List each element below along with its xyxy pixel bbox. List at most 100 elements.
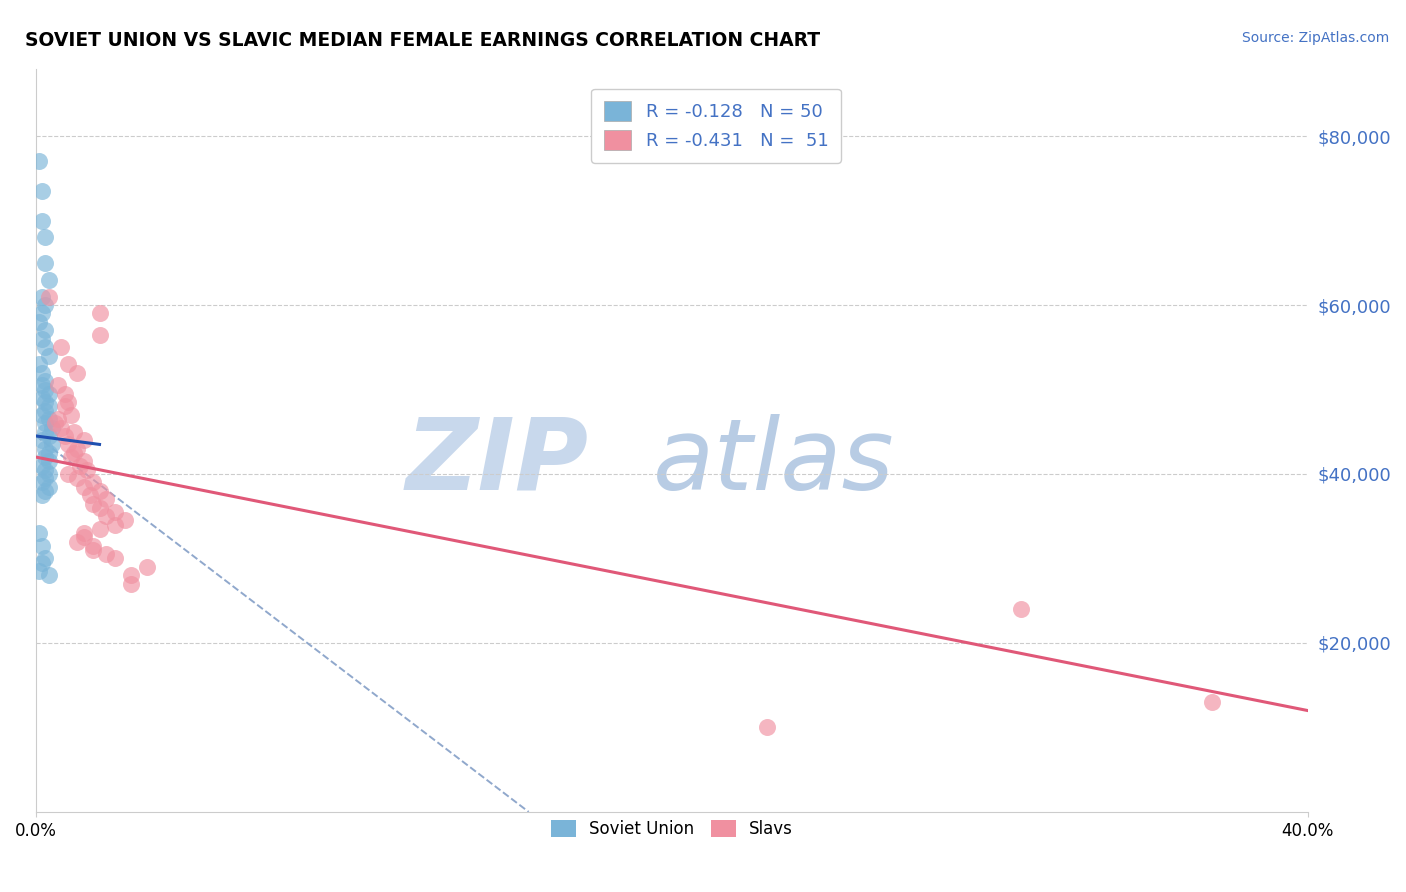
Point [72, 454, 94, 468]
Point [76, 463, 98, 477]
Point [34, 450, 56, 464]
Point [59, 408, 82, 422]
Point [104, 505, 127, 519]
Point [82, 475, 104, 490]
Text: atlas: atlas [652, 414, 894, 511]
Point [136, 560, 159, 574]
Point [66, 442, 89, 456]
Point [72, 526, 94, 541]
Point [94, 509, 117, 524]
Point [41, 420, 63, 434]
Point [56, 395, 79, 409]
Point [56, 467, 79, 481]
Point [89, 500, 111, 515]
Point [38, 412, 60, 426]
Point [104, 551, 127, 566]
Point [34, 463, 56, 477]
Point [94, 492, 117, 507]
Point [53, 429, 76, 443]
Point [34, 383, 56, 397]
Point [104, 517, 127, 532]
Point [72, 530, 94, 544]
Point [38, 400, 60, 414]
Point [46, 378, 69, 392]
Point [38, 454, 60, 468]
Point [38, 273, 60, 287]
Point [79, 488, 101, 502]
Point [34, 298, 56, 312]
Point [31, 488, 53, 502]
Point [31, 539, 53, 553]
Point [51, 340, 73, 354]
Point [34, 323, 56, 337]
Point [31, 433, 53, 447]
Point [120, 568, 142, 582]
Point [56, 437, 79, 451]
Text: ZIP: ZIP [406, 414, 589, 511]
Text: Source: ZipAtlas.com: Source: ZipAtlas.com [1241, 31, 1389, 45]
Point [51, 420, 73, 434]
Point [31, 184, 53, 198]
Point [38, 290, 60, 304]
Point [34, 417, 56, 431]
Point [31, 391, 53, 405]
Point [34, 471, 56, 485]
Point [82, 539, 104, 553]
Point [89, 522, 111, 536]
Point [38, 446, 60, 460]
Point [89, 306, 111, 320]
Point [28, 357, 51, 371]
Point [1010, 602, 1032, 616]
Point [34, 483, 56, 498]
Point [63, 446, 86, 460]
Point [756, 720, 779, 734]
Point [66, 471, 89, 485]
Point [69, 458, 91, 473]
Point [34, 340, 56, 354]
Point [72, 433, 94, 447]
Point [34, 551, 56, 566]
Point [34, 442, 56, 456]
Point [1201, 695, 1223, 709]
Point [66, 534, 89, 549]
Point [53, 400, 76, 414]
Point [31, 475, 53, 490]
Point [31, 408, 53, 422]
Legend: Soviet Union, Slavs: Soviet Union, Slavs [544, 813, 800, 845]
Point [82, 543, 104, 558]
Point [114, 513, 136, 527]
Point [89, 483, 111, 498]
Point [31, 306, 53, 320]
Point [38, 386, 60, 401]
Point [46, 412, 69, 426]
Point [34, 425, 56, 439]
Point [38, 429, 60, 443]
Point [72, 480, 94, 494]
Text: SOVIET UNION VS SLAVIC MEDIAN FEMALE EARNINGS CORRELATION CHART: SOVIET UNION VS SLAVIC MEDIAN FEMALE EAR… [25, 31, 821, 50]
Point [41, 437, 63, 451]
Point [34, 230, 56, 244]
Point [31, 213, 53, 227]
Point [59, 450, 82, 464]
Point [31, 556, 53, 570]
Point [94, 547, 117, 561]
Point [44, 417, 66, 431]
Point [28, 564, 51, 578]
Point [31, 378, 53, 392]
Point [34, 374, 56, 388]
Point [56, 357, 79, 371]
Point [53, 386, 76, 401]
Point [38, 349, 60, 363]
Point [38, 480, 60, 494]
Point [31, 290, 53, 304]
Point [31, 366, 53, 380]
Point [31, 458, 53, 473]
Point [34, 403, 56, 417]
Point [63, 425, 86, 439]
Point [34, 395, 56, 409]
Point [38, 568, 60, 582]
Point [34, 256, 56, 270]
Point [120, 576, 142, 591]
Point [31, 332, 53, 346]
Point [89, 327, 111, 342]
